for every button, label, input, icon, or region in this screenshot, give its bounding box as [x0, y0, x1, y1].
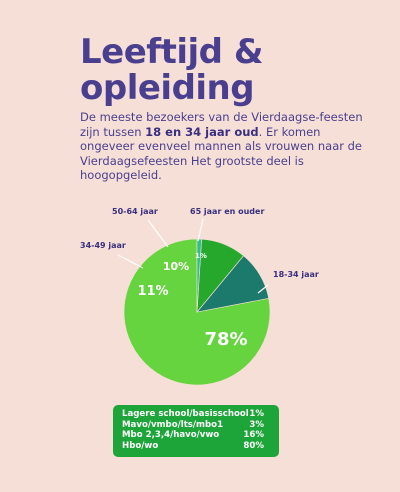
education-value: 3%: [249, 419, 264, 430]
age-pie-chart: 18-34 jaar 78% 34-49 jaar 11% 50-64 jaar 10% 6…: [80, 207, 319, 386]
slice-label: 50-64 jaar: [112, 207, 158, 216]
education-label: Hbo/wo: [122, 440, 159, 451]
education-row: Mavo/vmbo/lts/mbo1 3%: [122, 420, 272, 431]
pie-slice-4: [196, 238, 202, 313]
intro-bold: 18 en 34 jaar oud: [145, 124, 259, 139]
education-label: Mbo 2,3,4/havo/vwo: [122, 430, 220, 441]
education-row: Hbo/wo 80%: [122, 441, 272, 452]
pie-slice-1: [123, 238, 271, 386]
slice-leader-line: [117, 254, 144, 269]
education-row: Mbo 2,3,4/havo/vwo 16%: [122, 430, 272, 441]
slice-leader-line: [147, 219, 169, 248]
education-value: 16%: [243, 430, 264, 441]
intro-text: De meeste bezoekers van de Vierdaagse-fe…: [80, 110, 365, 183]
education-label: Mavo/vmbo/lts/mbo1: [122, 419, 224, 430]
slice-value-label: 78%: [204, 329, 247, 350]
slice-leader-line: [257, 284, 269, 294]
slice-label: 34-49 jaar: [80, 241, 126, 250]
page-title: Leeftijd & opleiding: [80, 34, 380, 106]
slice-value-label: 11%: [137, 284, 168, 299]
intro-part-1: De meeste bezoekers van de Vierdaagse-fe…: [80, 110, 363, 139]
intro-part-2: . Er komen ongeveer evenveel mannen als …: [80, 124, 362, 183]
slice-value-label: 1%: [195, 252, 207, 260]
education-value: 1%: [249, 409, 264, 419]
education-value: 80%: [243, 440, 264, 451]
slice-value-label: 10%: [163, 260, 189, 273]
education-label: Lagere school/basisschool: [122, 409, 249, 419]
title-line-1: Leeftijd &: [80, 32, 263, 72]
slice-label: 18-34 jaar: [273, 270, 319, 279]
education-legend: Lagere school/basisschool 1% Mavo/vmbo/l…: [113, 405, 279, 457]
slice-leader-line: [197, 218, 204, 242]
education-row: Lagere school/basisschool 1%: [122, 409, 272, 420]
slice-label: 65 jaar en ouder: [190, 207, 264, 216]
title-line-2: opleiding: [80, 68, 255, 108]
